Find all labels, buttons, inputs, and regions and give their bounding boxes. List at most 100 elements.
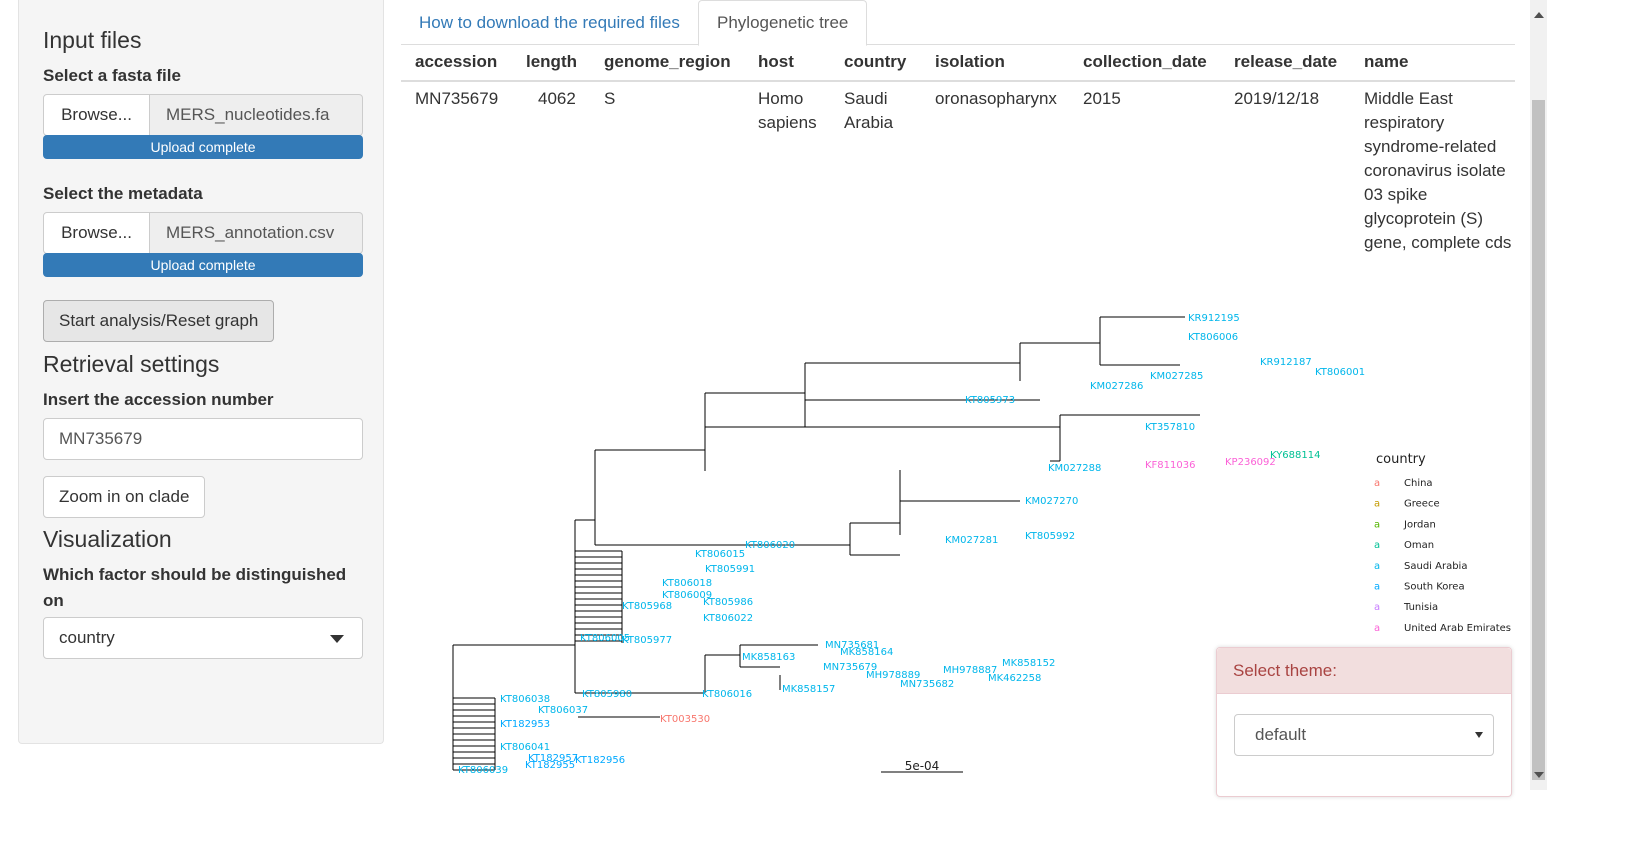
legend-title: country xyxy=(1376,452,1426,467)
tip-label: KT805980 xyxy=(582,689,632,700)
theme-select-value: default xyxy=(1255,725,1307,744)
tip-label: MK858163 xyxy=(742,652,795,663)
tip-label: KR912195 xyxy=(1188,313,1240,324)
cell-length: 4062 xyxy=(538,89,576,108)
tip-label: KT003530 xyxy=(660,714,710,725)
legend-item-label: Greece xyxy=(1404,499,1440,510)
legend-item-label: Tunisia xyxy=(1403,602,1438,613)
tab-bar: How to download the required files Phylo… xyxy=(401,0,1515,46)
scale-bar: 5e-04 xyxy=(881,759,963,773)
tip-label: KP236092 xyxy=(1225,457,1276,468)
scroll-up-icon[interactable] xyxy=(1534,12,1544,18)
legend-item-label: Oman xyxy=(1404,540,1434,551)
scrollbar-thumb[interactable] xyxy=(1532,100,1545,780)
accession-input[interactable]: MN735679 xyxy=(43,418,363,460)
col-header-collection-date: collection_date xyxy=(1083,52,1207,71)
tip-label: KT805968 xyxy=(622,601,672,612)
tip-label: KT806016 xyxy=(702,689,752,700)
metadata-label: Select the metadata xyxy=(43,184,203,203)
tip-label: KT805986 xyxy=(703,597,753,608)
factor-label: Which factor should be distinguished on xyxy=(43,565,347,610)
fasta-browse-button[interactable]: Browse... xyxy=(43,94,150,136)
tip-label: KT806001 xyxy=(1315,367,1365,378)
accession-label: Insert the accession number xyxy=(43,390,274,409)
legend-key-glyph: a xyxy=(1374,478,1380,489)
tab-phylogenetic-tree[interactable]: Phylogenetic tree xyxy=(698,0,868,46)
cell-host: Homo sapiens xyxy=(758,89,817,132)
tip-label: MH978887 xyxy=(943,665,997,676)
tip-label: MK462258 xyxy=(988,673,1041,684)
cell-isolation: oronasopharynx xyxy=(935,89,1057,108)
input-files-heading: Input files xyxy=(43,27,142,53)
metadata-table: accession length genome_region host coun… xyxy=(401,45,1515,252)
scale-bar-label: 5e-04 xyxy=(905,759,940,773)
legend-key-glyph: a xyxy=(1374,602,1380,613)
tip-label: KT806005 xyxy=(580,633,630,644)
tip-label: KT805992 xyxy=(1025,531,1075,542)
legend-key-glyph: a xyxy=(1374,499,1380,510)
theme-label: Select theme: xyxy=(1217,648,1511,694)
tip-label: MK858157 xyxy=(782,684,835,695)
tip-label: MK858164 xyxy=(840,647,893,658)
fasta-label: Select a fasta file xyxy=(43,66,181,85)
col-header-release-date: release_date xyxy=(1234,52,1338,71)
fasta-file-input[interactable]: Browse... MERS_nucleotides.fa xyxy=(43,94,363,136)
cell-release-date: 2019/12/18 xyxy=(1234,89,1320,108)
theme-panel: Select theme: default xyxy=(1216,647,1512,797)
tree-branches xyxy=(452,316,1200,771)
theme-select[interactable]: default xyxy=(1234,714,1494,756)
tip-label: KF811036 xyxy=(1145,460,1195,471)
tip-label: KT806039 xyxy=(458,765,508,776)
cell-accession: MN735679 xyxy=(415,89,499,108)
tip-label: KT806041 xyxy=(500,742,550,753)
tip-label: KM027270 xyxy=(1025,496,1078,507)
sidebar-panel: Input files Select a fasta file Browse..… xyxy=(18,0,384,744)
fasta-filename: MERS_nucleotides.fa xyxy=(150,94,363,136)
table-header-row: accession length genome_region host coun… xyxy=(401,45,1515,82)
tip-label: KM027285 xyxy=(1150,371,1203,382)
legend-key-glyph: a xyxy=(1374,582,1380,593)
factor-select[interactable]: country xyxy=(43,617,363,659)
tip-label: KT182955 xyxy=(525,760,575,771)
scroll-down-icon[interactable] xyxy=(1534,772,1544,778)
tab-download-help[interactable]: How to download the required files xyxy=(419,12,680,32)
tip-label: KT182957 xyxy=(528,753,578,764)
metadata-browse-button[interactable]: Browse... xyxy=(43,212,150,254)
metadata-file-input[interactable]: Browse... MERS_annotation.csv xyxy=(43,212,363,254)
tip-label: KT357810 xyxy=(1145,422,1195,433)
tip-label: MN735681 xyxy=(825,640,879,651)
tip-label: KR912187 xyxy=(1260,357,1312,368)
tip-label: KM027288 xyxy=(1048,463,1101,474)
tip-label: KT806038 xyxy=(500,694,550,705)
tip-label: KT806009 xyxy=(662,590,712,601)
tip-label: KT806015 xyxy=(695,549,745,560)
tip-label: KT805991 xyxy=(705,564,755,575)
retrieval-settings-heading: Retrieval settings xyxy=(43,351,220,377)
fasta-upload-progress: Upload complete xyxy=(43,135,363,159)
tip-label: KT806018 xyxy=(662,578,712,589)
tip-label: KT182956 xyxy=(575,755,625,766)
start-analysis-button[interactable]: Start analysis/Reset graph xyxy=(43,300,275,342)
col-header-accession: accession xyxy=(415,52,498,71)
tip-label: KM027286 xyxy=(1090,381,1143,392)
chevron-down-icon xyxy=(330,635,344,643)
cell-country: Saudi Arabia xyxy=(844,89,894,132)
col-header-country: country xyxy=(844,52,907,71)
cell-genome-region: S xyxy=(604,89,616,108)
legend-key-glyph: a xyxy=(1374,519,1380,530)
col-header-host: host xyxy=(758,52,794,71)
legend-item-label: Saudi Arabia xyxy=(1404,561,1467,572)
visualization-heading: Visualization xyxy=(43,526,172,552)
legend-key-glyph: a xyxy=(1374,540,1380,551)
legend-item-label: China xyxy=(1404,478,1433,489)
page-scrollbar[interactable] xyxy=(1530,0,1547,790)
tip-label: KT806022 xyxy=(703,613,753,624)
legend-key-glyph: a xyxy=(1374,623,1380,634)
cell-name: Middle East respiratory syndrome-related… xyxy=(1364,89,1512,252)
metadata-upload-progress: Upload complete xyxy=(43,253,363,277)
tip-label: MH978889 xyxy=(866,670,920,681)
legend-item-label: South Korea xyxy=(1404,582,1465,593)
tip-label: MN735682 xyxy=(900,679,954,690)
zoom-clade-button[interactable]: Zoom in on clade xyxy=(43,476,206,518)
